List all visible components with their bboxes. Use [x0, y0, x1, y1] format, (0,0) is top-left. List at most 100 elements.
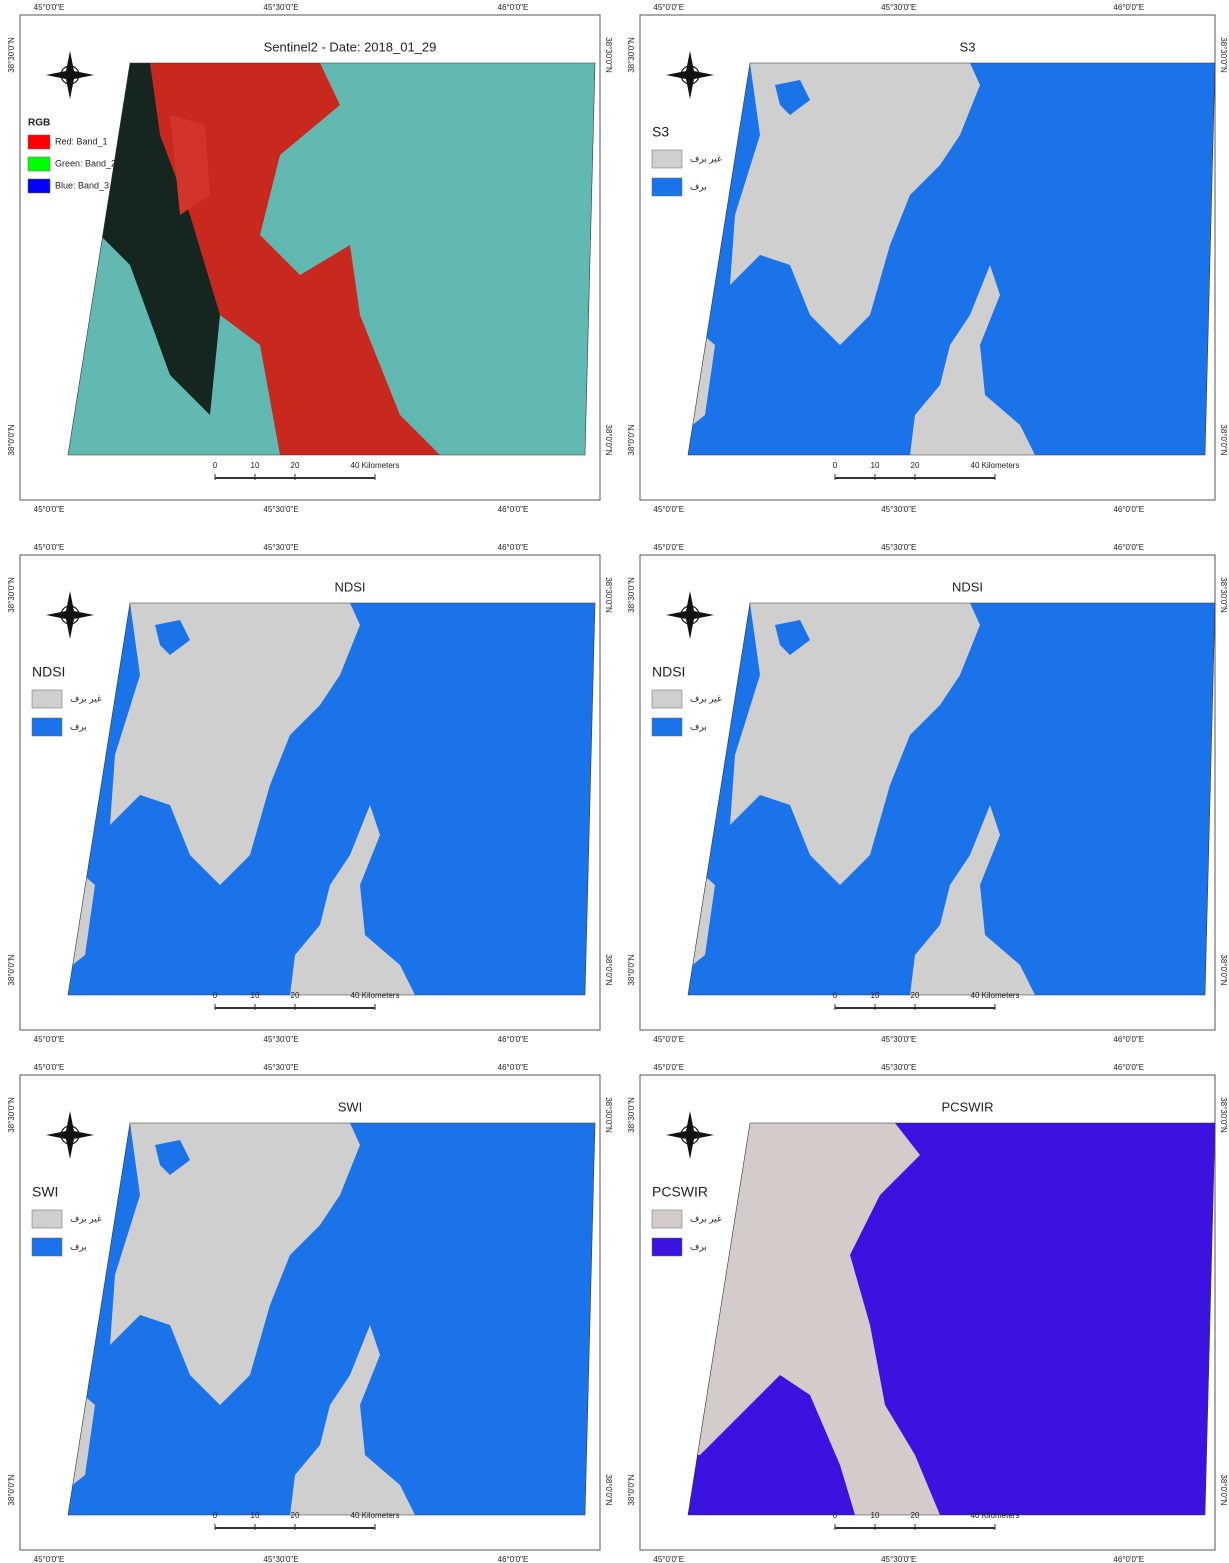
- longitude-label: 46°0'0"E: [498, 3, 529, 12]
- scale-label: 0: [213, 991, 218, 1000]
- map-title: PCSWIR: [942, 1099, 994, 1114]
- longitude-label: 45°30'0"E: [881, 505, 916, 514]
- legend-swatch: [652, 690, 682, 708]
- map-panel: SWISWIغیر برفبرف0102040 Kilometers45°0'0…: [7, 1063, 613, 1563]
- map-panel: PCSWIRPCSWIRغیر برفبرف0102040 Kilometers…: [627, 1063, 1228, 1563]
- latitude-label: 38°0'0"N: [1219, 954, 1228, 985]
- longitude-label: 46°0'0"E: [498, 1555, 529, 1563]
- legend-swatch: [28, 179, 50, 193]
- legend-label: برف: [70, 721, 87, 732]
- longitude-label: 46°0'0"E: [1113, 3, 1144, 12]
- latitude-label: 38°0'0"N: [7, 424, 16, 455]
- longitude-label: 45°0'0"E: [653, 505, 684, 514]
- legend-title: RGB: [28, 118, 50, 129]
- map-title: NDSI: [952, 579, 983, 594]
- scale-label: 40 Kilometers: [971, 461, 1020, 470]
- map-image: [60, 603, 595, 995]
- legend-label: برف: [70, 1241, 87, 1252]
- scale-label: 20: [291, 461, 300, 470]
- scale-label: 40 Kilometers: [971, 1511, 1020, 1520]
- longitude-label: 45°30'0"E: [881, 3, 916, 12]
- latitude-label: 38°30'0"N: [627, 1097, 636, 1133]
- map-title: NDSI: [334, 579, 365, 594]
- longitude-label: 45°30'0"E: [881, 1555, 916, 1563]
- latitude-label: 38°0'0"N: [604, 424, 613, 455]
- latitude-label: 38°30'0"N: [1219, 37, 1228, 73]
- longitude-label: 45°30'0"E: [263, 1035, 298, 1044]
- scale-label: 10: [251, 461, 260, 470]
- latitude-label: 38°0'0"N: [1219, 1474, 1228, 1505]
- scale-label: 10: [871, 1511, 880, 1520]
- latitude-label: 38°30'0"N: [604, 1097, 613, 1133]
- map-title: SWI: [338, 1099, 363, 1114]
- legend-title: NDSI: [652, 664, 685, 680]
- longitude-label: 46°0'0"E: [1113, 1063, 1144, 1072]
- longitude-label: 45°0'0"E: [653, 1555, 684, 1563]
- legend-label: غیر برف: [70, 693, 102, 704]
- legend-swatch: [652, 718, 682, 736]
- longitude-label: 45°0'0"E: [653, 1035, 684, 1044]
- legend-swatch: [32, 718, 62, 736]
- longitude-label: 46°0'0"E: [498, 505, 529, 514]
- latitude-label: 38°30'0"N: [1219, 577, 1228, 613]
- scale-label: 20: [911, 461, 920, 470]
- legend-swatch: [652, 150, 682, 168]
- latitude-label: 38°0'0"N: [627, 954, 636, 985]
- legend-label: غیر برف: [690, 693, 722, 704]
- legend-swatch: [28, 135, 50, 149]
- longitude-label: 45°0'0"E: [34, 3, 65, 12]
- legend-label: غیر برف: [690, 1213, 722, 1224]
- scale-label: 10: [871, 461, 880, 470]
- scale-label: 20: [911, 991, 920, 1000]
- legend-swatch: [28, 157, 50, 171]
- scale-label: 20: [911, 1511, 920, 1520]
- legend-title: PCSWIR: [652, 1184, 708, 1200]
- scale-label: 40 Kilometers: [351, 461, 400, 470]
- longitude-label: 46°0'0"E: [1113, 543, 1144, 552]
- latitude-label: 38°30'0"N: [627, 577, 636, 613]
- latitude-label: 38°0'0"N: [627, 424, 636, 455]
- figure: Sentinel2 - Date: 2018_01_29RGBRed: Band…: [0, 0, 1229, 1563]
- latitude-label: 38°0'0"N: [7, 954, 16, 985]
- scale-label: 40 Kilometers: [971, 991, 1020, 1000]
- latitude-label: 38°0'0"N: [627, 1474, 636, 1505]
- longitude-label: 46°0'0"E: [1113, 1555, 1144, 1563]
- scale-label: 10: [251, 1511, 260, 1520]
- longitude-label: 45°30'0"E: [881, 1035, 916, 1044]
- legend-label: غیر برف: [690, 153, 722, 164]
- latitude-label: 38°30'0"N: [604, 37, 613, 73]
- latitude-label: 38°30'0"N: [627, 37, 636, 73]
- scale-label: 10: [251, 991, 260, 1000]
- scale-label: 20: [291, 1511, 300, 1520]
- legend-title: NDSI: [32, 664, 65, 680]
- longitude-label: 45°30'0"E: [263, 3, 298, 12]
- legend-label: غیر برف: [70, 1213, 102, 1224]
- scale-label: 40 Kilometers: [351, 991, 400, 1000]
- longitude-label: 45°0'0"E: [653, 1063, 684, 1072]
- longitude-label: 45°0'0"E: [34, 543, 65, 552]
- longitude-label: 45°30'0"E: [881, 543, 916, 552]
- latitude-label: 38°0'0"N: [1219, 424, 1228, 455]
- map-image: [680, 603, 1215, 995]
- latitude-label: 38°30'0"N: [7, 1097, 16, 1133]
- latitude-label: 38°30'0"N: [604, 577, 613, 613]
- latitude-label: 38°30'0"N: [7, 37, 16, 73]
- legend-swatch: [652, 1210, 682, 1228]
- longitude-label: 45°0'0"E: [653, 3, 684, 12]
- scale-label: 0: [213, 461, 218, 470]
- latitude-label: 38°0'0"N: [7, 1474, 16, 1505]
- scale-label: 0: [213, 1511, 218, 1520]
- legend-swatch: [652, 178, 682, 196]
- scale-label: 20: [291, 991, 300, 1000]
- scale-label: 10: [871, 991, 880, 1000]
- legend-title: SWI: [32, 1184, 58, 1200]
- longitude-label: 45°0'0"E: [653, 543, 684, 552]
- scale-label: 40 Kilometers: [351, 1511, 400, 1520]
- longitude-label: 46°0'0"E: [1113, 1035, 1144, 1044]
- longitude-label: 45°30'0"E: [263, 1555, 298, 1563]
- scale-label: 0: [833, 991, 838, 1000]
- longitude-label: 46°0'0"E: [498, 1063, 529, 1072]
